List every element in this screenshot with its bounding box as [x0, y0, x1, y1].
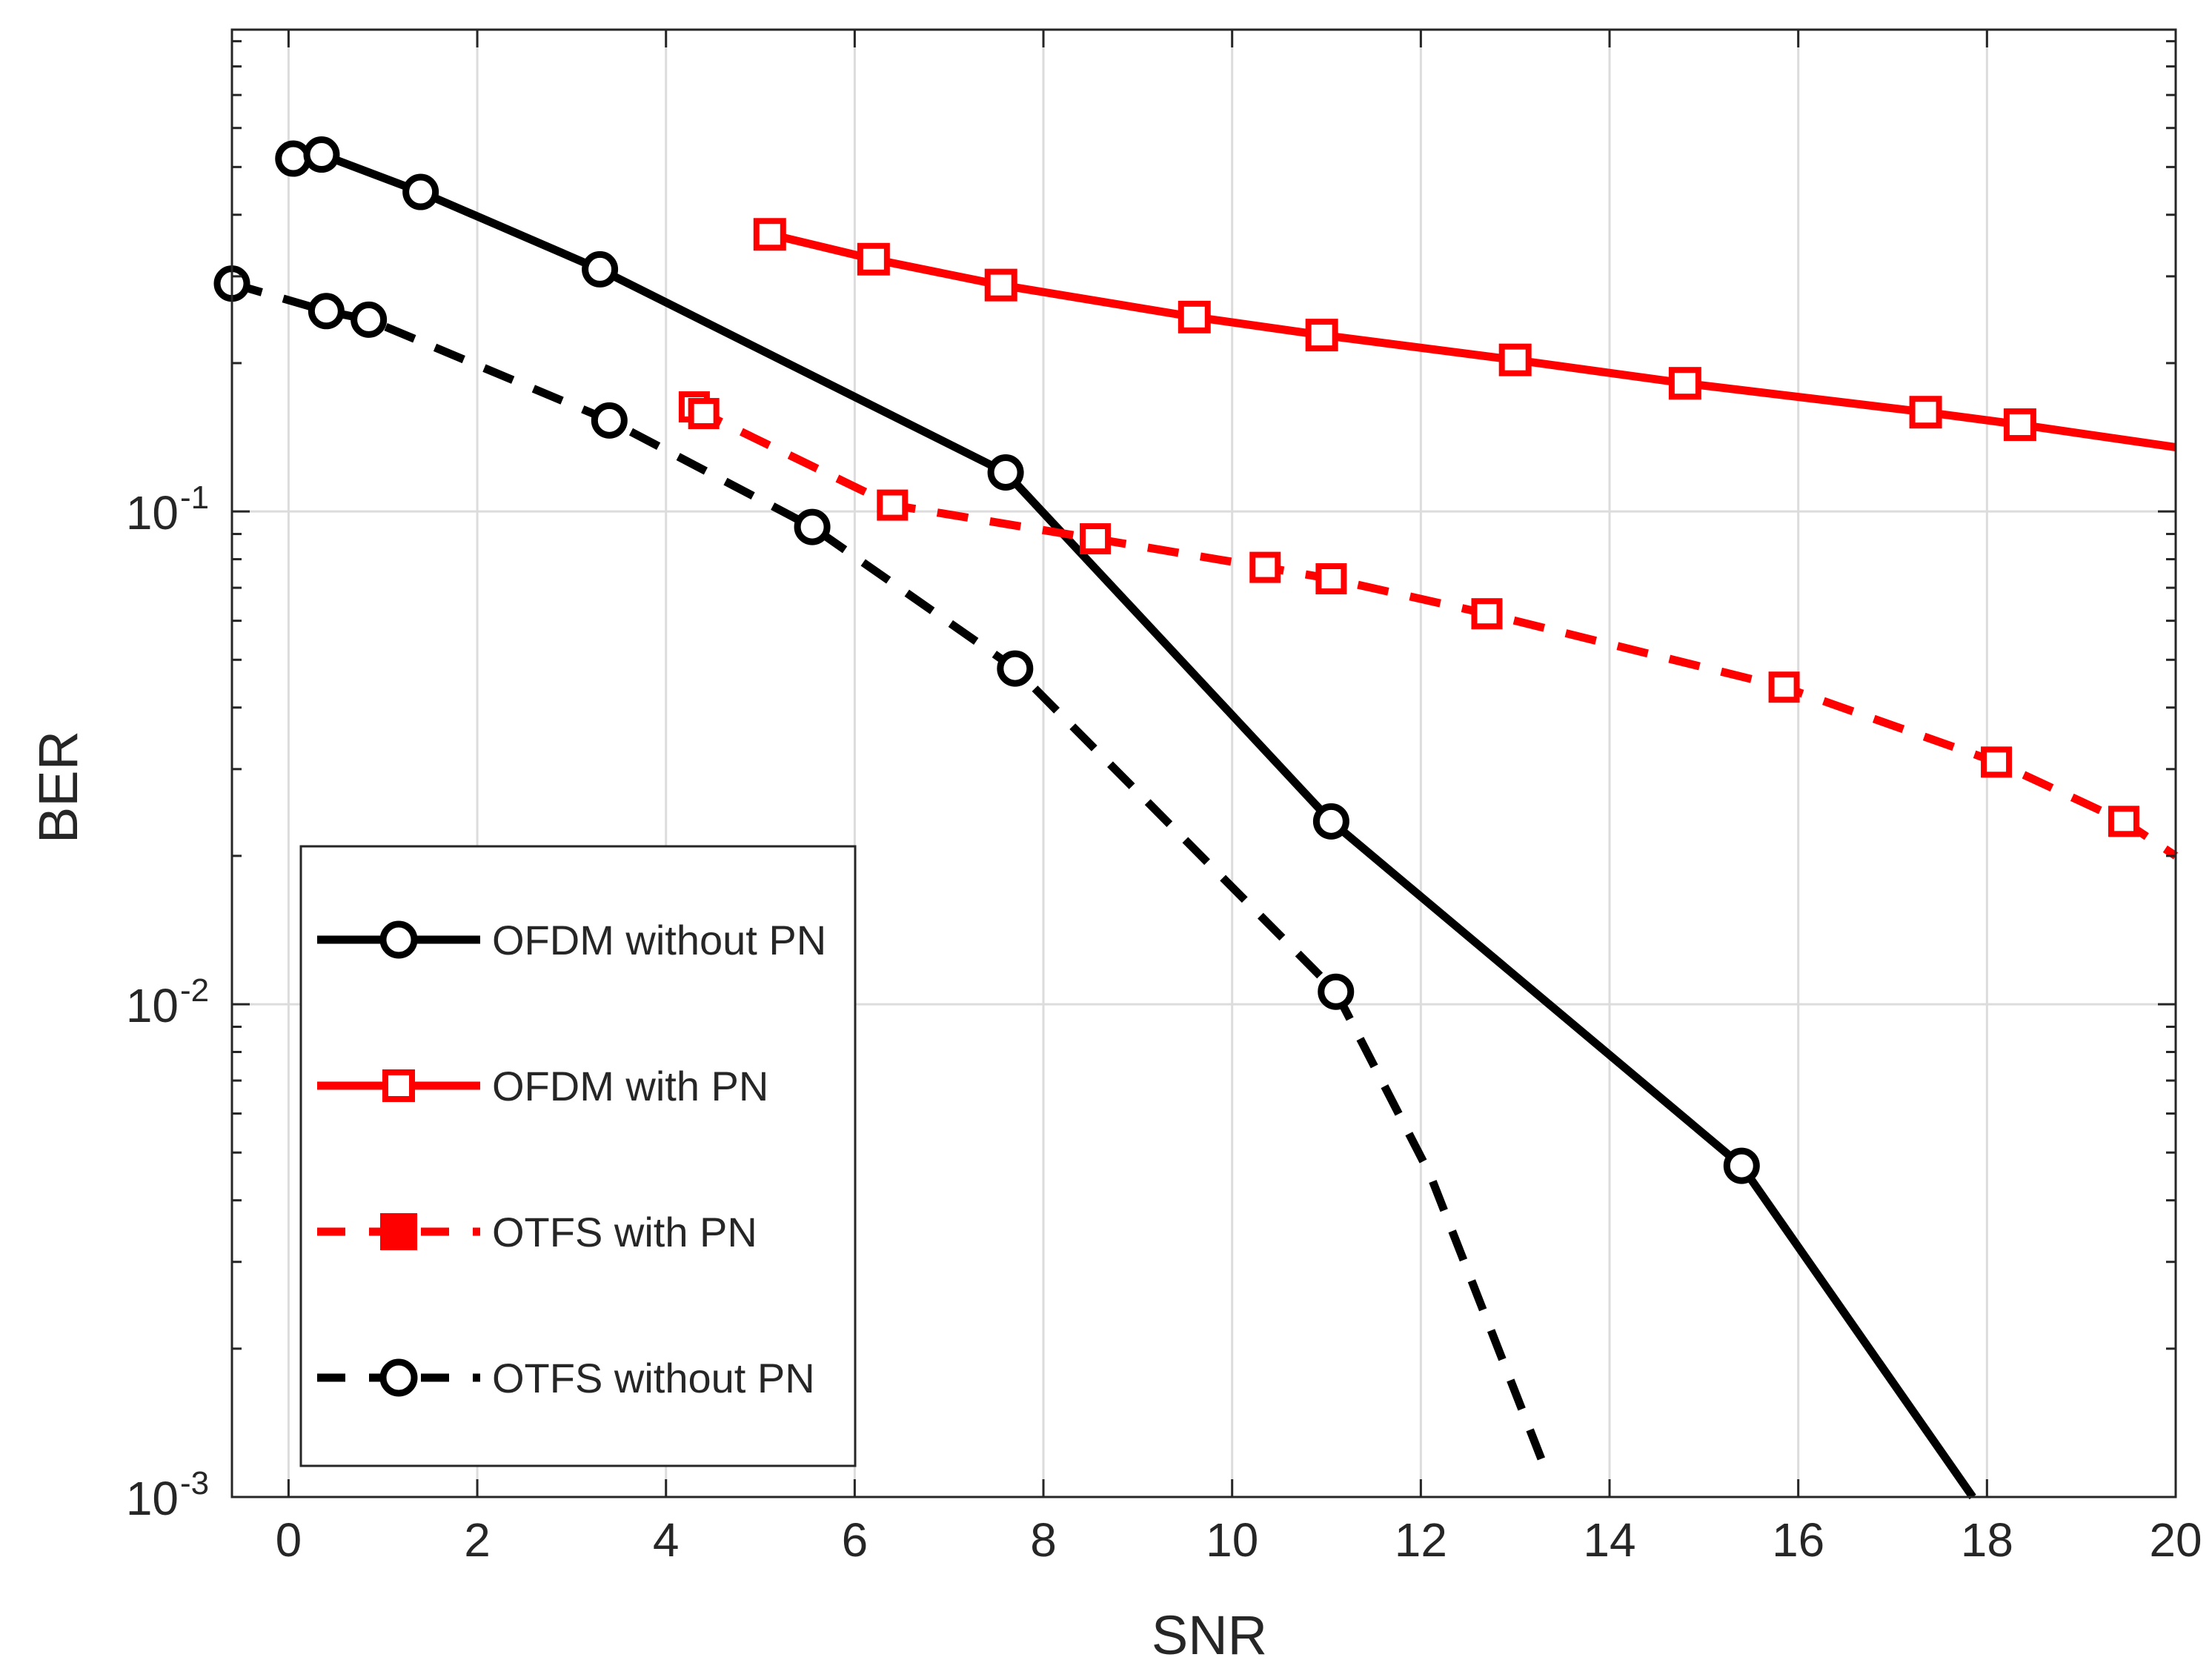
- legend-label: OFDM with PN: [492, 1063, 768, 1109]
- data-point: [1498, 343, 1532, 376]
- data-point: [1723, 1147, 1760, 1184]
- x-tick-label: 18: [1961, 1513, 2013, 1567]
- data-point: [1981, 746, 2013, 778]
- y-tick-label-exponent: -3: [180, 1465, 209, 1501]
- data-point: [308, 293, 345, 330]
- data-point: [1909, 396, 1942, 429]
- data-point: [2108, 806, 2139, 837]
- y-tick-label-exponent: -1: [180, 479, 209, 516]
- x-tick-label: 20: [2149, 1513, 2202, 1567]
- data-point: [582, 250, 619, 288]
- x-tick-label: 12: [1395, 1513, 1447, 1567]
- legend-marker: [380, 1213, 417, 1250]
- data-point: [303, 136, 340, 173]
- x-tick-label: 6: [842, 1513, 868, 1567]
- legend-label: OTFS with PN: [492, 1209, 757, 1255]
- data-point: [1471, 598, 1503, 630]
- y-tick-label: 10: [126, 486, 179, 540]
- data-point: [794, 508, 831, 545]
- legend-marker: [379, 1358, 418, 1397]
- x-tick-label: 14: [1583, 1513, 1635, 1567]
- data-point: [351, 301, 388, 338]
- data-point: [1312, 803, 1349, 840]
- x-tick-label: 8: [1030, 1513, 1057, 1567]
- legend-entry: OFDM with PN: [317, 1063, 768, 1109]
- data-point: [987, 454, 1024, 491]
- series-otfs-with-pn: [678, 391, 2179, 860]
- data-point: [1768, 671, 1800, 703]
- y-tick-label: 10: [126, 979, 179, 1032]
- x-tick-label: 10: [1206, 1513, 1258, 1567]
- y-tick-label: 10: [126, 1472, 179, 1525]
- data-point: [877, 489, 909, 521]
- y-axis-label: BER: [27, 731, 89, 843]
- x-tick-label: 2: [464, 1513, 491, 1567]
- legend-marker: [379, 920, 418, 959]
- data-point: [1315, 563, 1347, 595]
- data-point: [857, 242, 890, 276]
- data-point: [1249, 551, 1281, 583]
- legend-marker: [382, 1069, 415, 1102]
- data-point: [1178, 300, 1211, 333]
- data-point: [1305, 319, 1338, 352]
- data-point: [1668, 367, 1701, 400]
- data-point: [688, 398, 720, 430]
- data-point: [1080, 523, 1112, 555]
- series-ofdm-with-pn: [753, 218, 2176, 451]
- series-line: [768, 230, 2176, 451]
- data-point: [753, 218, 786, 251]
- data-point: [1318, 973, 1355, 1010]
- y-tick-label-exponent: -2: [180, 972, 209, 1009]
- series-ofdm-without-pn: [275, 136, 1976, 1500]
- legend-label: OTFS without PN: [492, 1355, 815, 1401]
- data-point: [984, 268, 1017, 302]
- legend: OFDM without PN OFDM with PN OTFS with PN O…: [299, 845, 857, 1467]
- data-point: [997, 650, 1034, 687]
- plot-series: [213, 136, 2179, 1500]
- legend-entry: OTFS without PN: [317, 1355, 815, 1401]
- data-point: [275, 140, 312, 177]
- legend-entry: OTFS with PN: [317, 1209, 757, 1255]
- x-axis-label: SNR: [1152, 1604, 1267, 1659]
- x-tick-label: 0: [276, 1513, 302, 1567]
- x-tick-label: 4: [653, 1513, 680, 1567]
- data-point: [591, 402, 628, 439]
- x-tick-label: 16: [1772, 1513, 1824, 1567]
- plot-area-border: [230, 28, 2177, 1498]
- legend-entry: OFDM without PN: [317, 917, 826, 963]
- legend-label: OFDM without PN: [492, 917, 826, 963]
- data-point: [2003, 408, 2036, 442]
- data-point: [402, 173, 439, 210]
